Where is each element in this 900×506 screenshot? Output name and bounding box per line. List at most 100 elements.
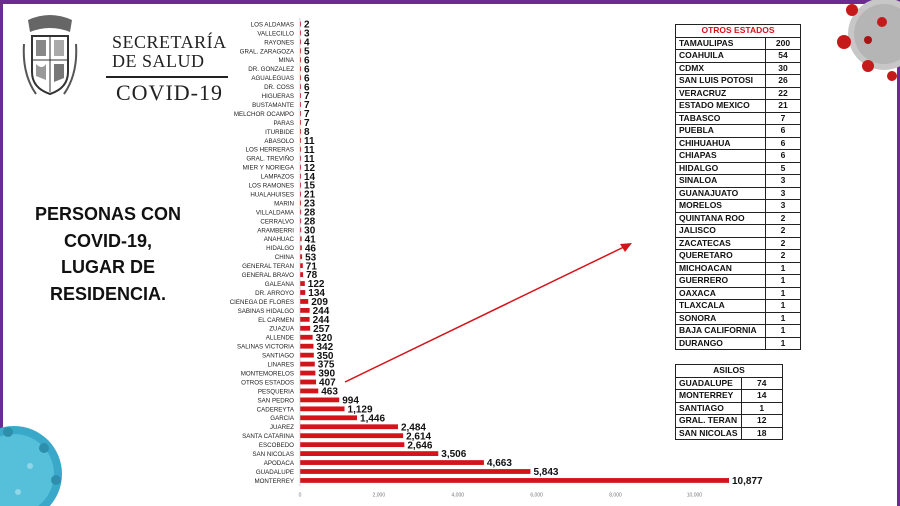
data-label: 5: [304, 46, 310, 57]
data-label: 53: [305, 252, 317, 263]
data-label: 2,646: [407, 440, 432, 451]
side-title-line: LUGAR DE: [61, 257, 155, 277]
bar: [300, 281, 305, 286]
category-label: MINA: [279, 57, 295, 64]
data-label: 994: [342, 396, 359, 407]
table-row: CDMX 30: [675, 61, 801, 75]
estado-count-cell: 26: [765, 74, 801, 88]
data-label: 7: [304, 109, 310, 120]
bar: [300, 316, 310, 322]
table-row: ESTADO MEXICO 21: [675, 99, 801, 113]
data-label: 209: [311, 297, 328, 308]
estado-count-cell: 7: [765, 111, 801, 125]
table-row: COAHUILA 54: [675, 49, 801, 63]
category-label: PARAS: [273, 120, 294, 127]
category-label: SABINAS HIDALGO: [238, 308, 295, 315]
side-title: PERSONAS CON COVID-19, LUGAR DE RESIDENC…: [18, 201, 198, 307]
table-row: SANTIAGO 1: [675, 401, 784, 415]
data-label: 6: [304, 55, 310, 66]
estado-count-cell: 3: [765, 174, 801, 188]
bar: [300, 93, 301, 98]
data-label: 6: [304, 82, 310, 93]
data-label: 5,843: [533, 467, 558, 478]
bar: [300, 245, 302, 251]
category-label: JUAREZ: [270, 424, 294, 431]
data-label: 342: [316, 342, 333, 353]
table-row: TABASCO 7: [675, 111, 801, 125]
estado-name-cell: GUERRERO: [675, 274, 766, 288]
x-tick-label: 8,000: [609, 492, 622, 498]
table-row: QUERETARO 2: [675, 249, 801, 263]
logo-divider: [106, 76, 228, 78]
category-label: SANTA CATARINA: [242, 433, 295, 440]
category-label: OTROS ESTADOS: [241, 379, 294, 386]
category-label: GALEANA: [265, 281, 295, 288]
side-title-line: RESIDENCIA.: [49, 283, 166, 304]
estado-name-cell: MORELOS: [675, 199, 766, 213]
data-label: 375: [318, 360, 335, 371]
x-tick-label: 2,000: [373, 492, 386, 498]
x-tick-label: 6,000: [530, 492, 543, 498]
data-label: 15: [304, 181, 316, 192]
category-label: LOS RAMONES: [249, 183, 294, 190]
logo-line-1: SECRETARÍA: [112, 32, 227, 52]
data-label: 14: [304, 172, 316, 183]
bar: [300, 120, 301, 125]
data-label: 41: [305, 234, 317, 245]
logo-line-2: DE SALUD: [112, 51, 205, 71]
data-label: 10,877: [732, 476, 763, 487]
bar: [300, 146, 301, 152]
estado-name-cell: CHIAPAS: [675, 149, 766, 163]
estado-name-cell: TABASCO: [675, 111, 766, 125]
table-row: DURANGO 1: [675, 336, 801, 350]
estado-count-cell: 1: [765, 324, 801, 338]
table-row: GRAL. TERAN 12: [675, 414, 784, 428]
estado-name-cell: PUEBLA: [675, 124, 766, 138]
data-label: 46: [305, 243, 317, 254]
bar: [300, 164, 301, 170]
estado-count-cell: 6: [765, 124, 801, 138]
category-label: SANTIAGO: [262, 353, 294, 360]
estado-count-cell: 2: [765, 211, 801, 225]
asilos-title: ASILOS: [675, 364, 783, 378]
category-label: ZUAZUA: [269, 326, 295, 333]
estado-name-cell: VERACRUZ: [675, 86, 766, 100]
bar: [300, 290, 306, 295]
data-label: 7: [304, 91, 310, 102]
category-label: SAN PEDRO: [258, 397, 295, 404]
estado-name-cell: MICHOACAN: [675, 261, 766, 275]
data-label: 12: [304, 163, 316, 174]
side-title-line: COVID-19,: [63, 230, 153, 251]
category-label: BUSTAMANTE: [252, 102, 294, 109]
coat-of-arms-icon: [22, 15, 78, 96]
arrow-head-icon: [620, 243, 632, 252]
left-border: [0, 0, 3, 506]
estado-count-cell: 1: [765, 286, 801, 300]
data-label: 3: [304, 29, 310, 40]
bar: [300, 370, 316, 376]
data-label: 28: [304, 217, 316, 228]
bar: [300, 397, 340, 403]
bar: [300, 200, 301, 206]
estado-count-cell: 22: [765, 86, 801, 100]
data-label: 3,506: [441, 449, 466, 460]
table-row: PUEBLA 6: [675, 124, 801, 138]
category-label: CERRALVO: [260, 218, 294, 225]
bar: [300, 173, 301, 179]
table-row: SINALOA 3: [675, 174, 801, 188]
category-label: HUALAHUISES: [250, 191, 294, 198]
data-label: 122: [308, 279, 325, 290]
estado-name-cell: GUANAJUATO: [675, 186, 766, 200]
x-tick-label: 10,000: [687, 492, 703, 498]
category-label: LINARES: [268, 362, 294, 369]
table-row: JALISCO 2: [675, 224, 801, 238]
data-label: 30: [304, 225, 316, 236]
category-label: MONTERREY: [254, 478, 294, 485]
data-label: 244: [313, 306, 330, 317]
bar: [300, 75, 301, 81]
bar: [300, 48, 301, 54]
asilo-name-cell: GUADALUPE: [675, 376, 742, 390]
bar: [300, 352, 314, 358]
bar: [300, 155, 301, 161]
table-row: ZACATECAS 2: [675, 236, 801, 250]
